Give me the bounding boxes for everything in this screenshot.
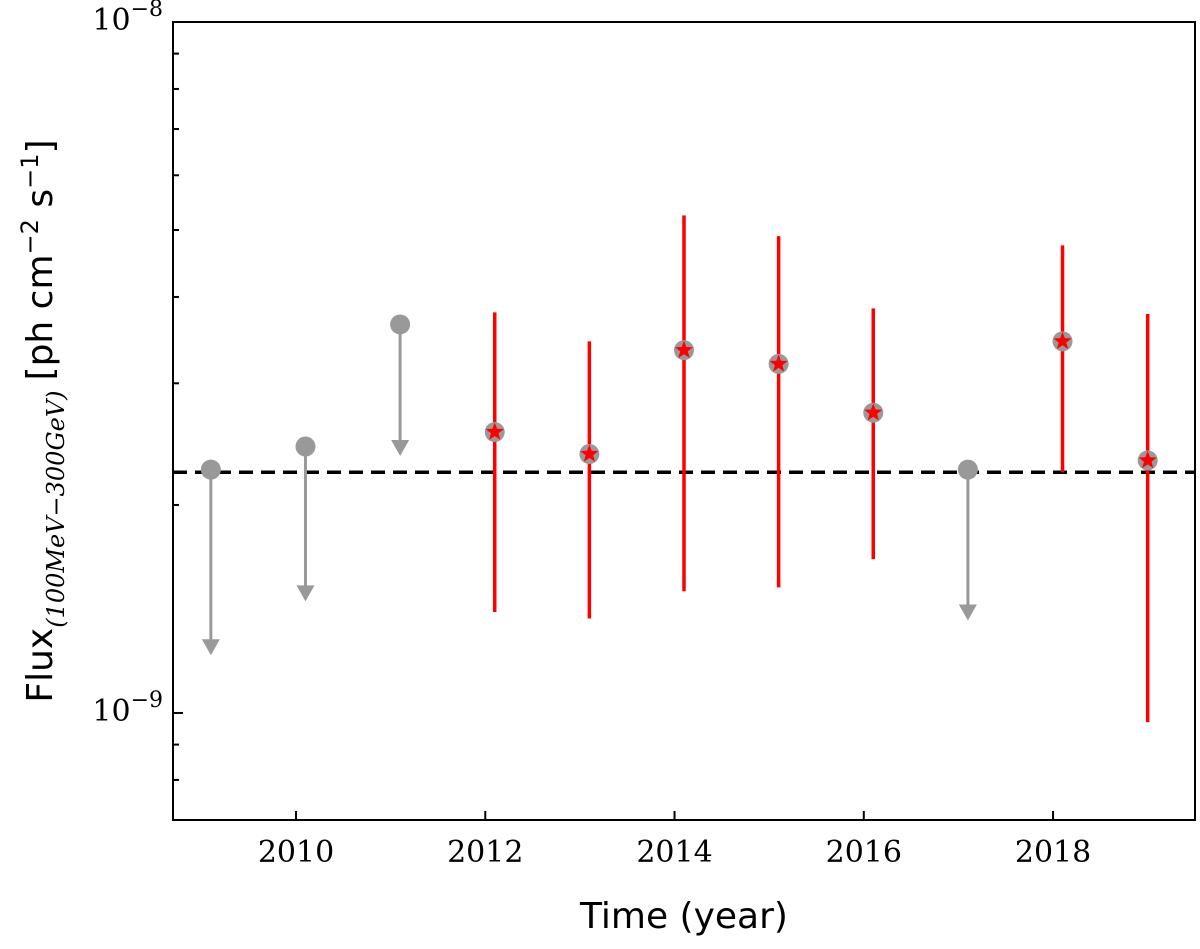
y-tick-label: 10−8 — [92, 0, 163, 38]
upper-limit-point — [200, 459, 221, 480]
data-point-star — [580, 444, 599, 462]
x-tick-label: 2010 — [258, 835, 334, 870]
data-point-star — [675, 340, 693, 358]
data-point-star — [769, 354, 788, 372]
upper-limit-arrow-head — [391, 440, 410, 457]
data-point-star — [485, 422, 504, 440]
x-tick-label: 2012 — [447, 835, 523, 870]
data-point-star — [1053, 331, 1072, 349]
upper-limit-arrow-head — [958, 604, 977, 621]
upper-limit-arrow-head — [201, 639, 220, 656]
data-point-star — [864, 403, 883, 421]
upper-limit-point — [957, 459, 978, 480]
plot-frame — [172, 21, 1196, 821]
x-tick-label: 2018 — [1015, 835, 1091, 870]
y-axis-title: Flux(100MeV−300GeV)[ph cm−2 s−1] — [16, 139, 70, 702]
y-tick-label: 10−9 — [92, 688, 163, 729]
x-axis-title: Time (year) — [579, 896, 788, 937]
x-tick-label: 2016 — [826, 835, 902, 870]
x-tick-label: 2014 — [636, 835, 712, 870]
upper-limit-point — [295, 436, 316, 457]
upper-limit-point — [390, 314, 411, 335]
data-point-star — [1138, 450, 1157, 469]
upper-limit-arrow-head — [296, 585, 315, 602]
